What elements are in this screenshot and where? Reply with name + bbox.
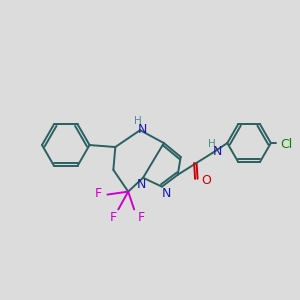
Text: F: F [95, 187, 102, 200]
Text: H: H [208, 139, 215, 149]
Text: N: N [137, 123, 147, 136]
Text: N: N [136, 178, 146, 191]
Text: F: F [110, 211, 117, 224]
Text: N: N [162, 187, 172, 200]
Text: Cl: Cl [280, 138, 293, 151]
Text: H: H [134, 116, 142, 126]
Text: F: F [137, 211, 145, 224]
Text: N: N [213, 146, 222, 158]
Text: O: O [202, 174, 212, 187]
